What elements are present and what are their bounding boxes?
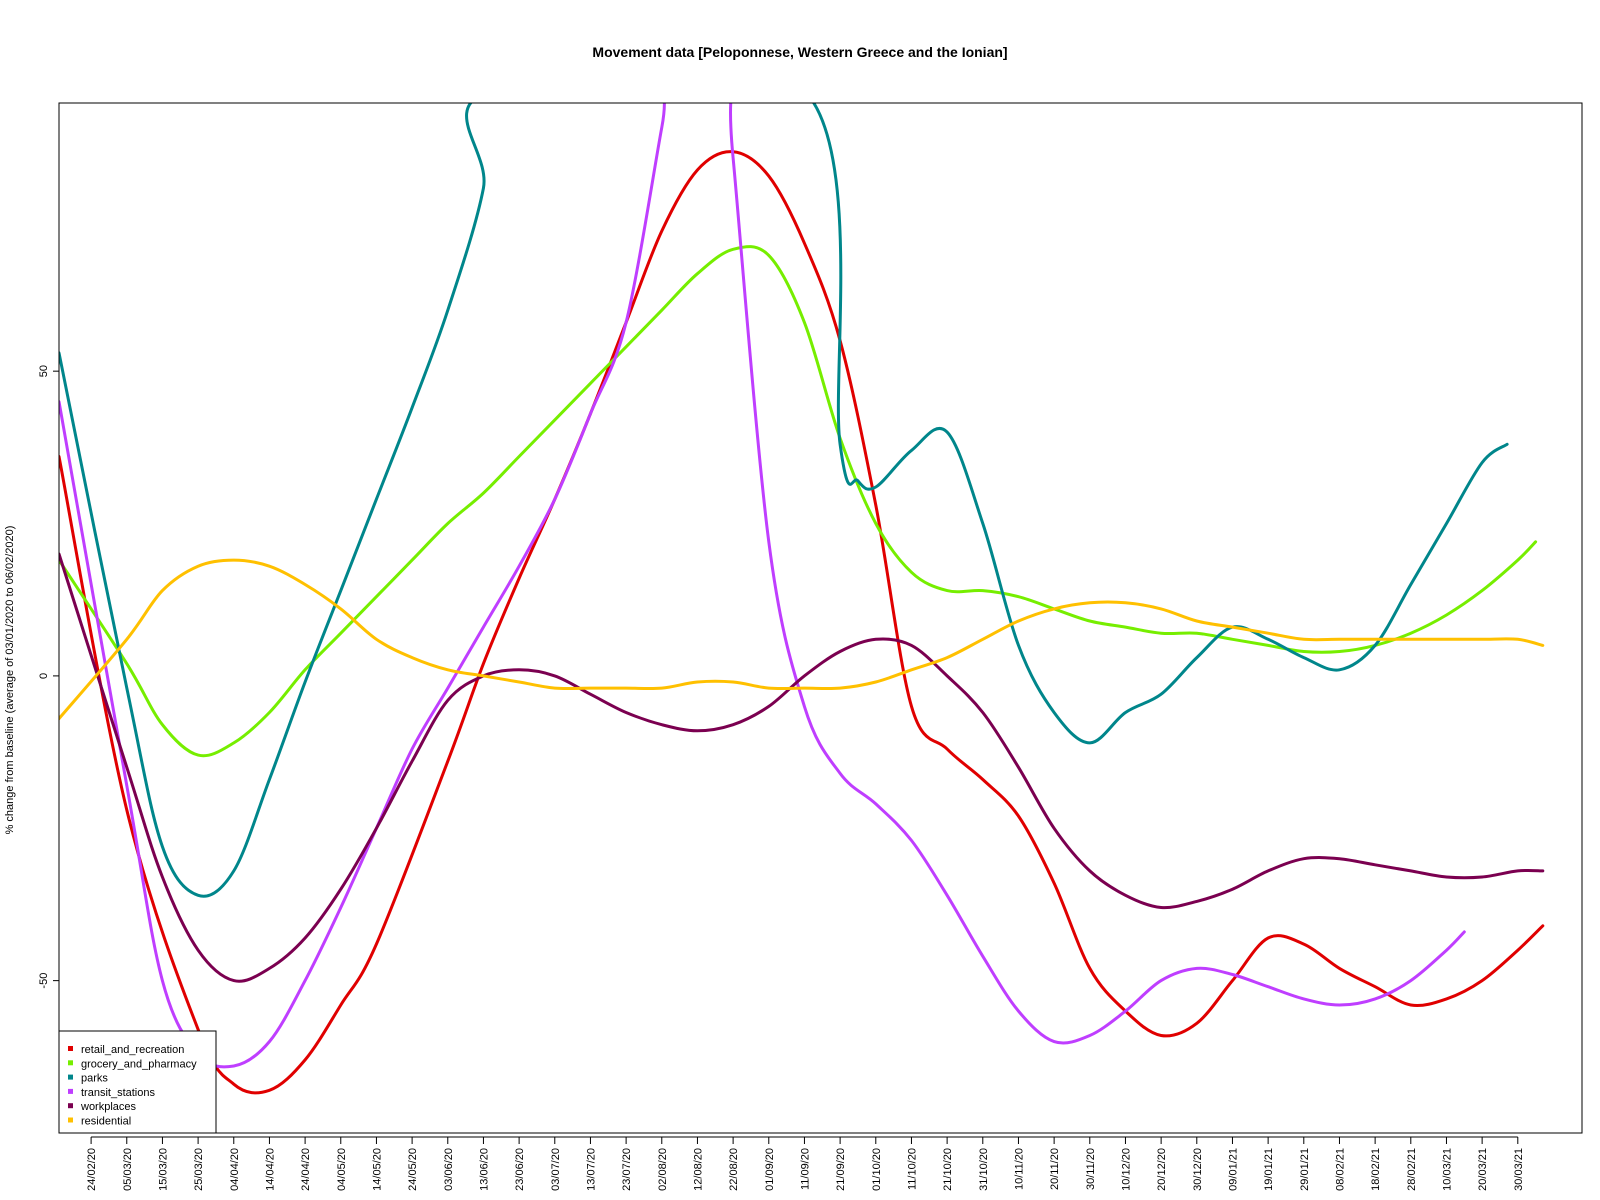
x-tick-label: 23/06/20: [514, 1148, 526, 1191]
x-tick-label: 23/07/20: [621, 1148, 633, 1191]
x-tick-label: 12/08/20: [692, 1148, 704, 1191]
x-tick-label: 24/04/20: [300, 1148, 312, 1191]
x-tick-label: 11/09/20: [799, 1148, 811, 1190]
x-tick-label: 10/12/20: [1120, 1148, 1132, 1191]
series-line-transit-stations: [59, 103, 1466, 1069]
y-tick-label: 50: [38, 365, 50, 377]
x-tick-label: 15/03/20: [157, 1148, 169, 1191]
legend-swatch-parks: [68, 1074, 73, 1080]
x-tick-label: 20/11/20: [1049, 1148, 1061, 1190]
x-tick-label: 24/02/20: [86, 1148, 98, 1191]
x-tick-label: 24/05/20: [407, 1148, 419, 1191]
x-tick-label: 11/10/20: [906, 1148, 918, 1190]
x-tick-label: 21/10/20: [942, 1148, 954, 1191]
x-tick-label: 01/10/20: [871, 1148, 883, 1191]
x-tick-label: 30/03/21: [1513, 1148, 1525, 1191]
x-tick-label: 14/05/20: [371, 1148, 383, 1191]
legend: retail_and_recreation grocery_and_pharmac…: [58, 1030, 217, 1134]
x-tick-label: 04/05/20: [336, 1148, 348, 1191]
x-tick-label: 21/09/20: [835, 1148, 847, 1191]
x-tick-label: 20/12/20: [1156, 1148, 1168, 1191]
x-tick-label: 25/03/20: [193, 1148, 205, 1191]
axis-layer: -50 0 50 24/02/20 05/03/20 15/03/20 25/03/20 04…: [38, 365, 1525, 1191]
x-tick-label: 18/02/21: [1370, 1148, 1382, 1191]
x-tick-label: 10/03/21: [1441, 1148, 1453, 1191]
y-tick-label: -50: [38, 973, 50, 989]
series-line-residential: [59, 558, 1545, 721]
x-tick-label: 09/01/21: [1227, 1148, 1239, 1191]
legend-swatch-workplaces: [68, 1103, 73, 1109]
x-tick-label: 05/03/20: [122, 1148, 134, 1191]
series-line-parks: [59, 103, 1509, 898]
legend-swatch-transit-stations: [68, 1088, 73, 1094]
x-tick-label: 13/07/20: [585, 1148, 597, 1191]
x-tick-label: 10/11/20: [1013, 1148, 1025, 1190]
x-tick-label: 04/04/20: [229, 1148, 241, 1191]
x-tick-label: 30/11/20: [1085, 1148, 1097, 1190]
x-tick-label: 31/10/20: [978, 1148, 990, 1191]
x-tick-label: 03/06/20: [443, 1148, 455, 1191]
legend-label-grocery-and-pharmacy: grocery_and_pharmacy: [81, 1058, 197, 1070]
plot-frame: [58, 102, 1583, 1134]
x-tick-label: 08/02/21: [1334, 1148, 1346, 1191]
series-line-retail-and-recreation: [59, 150, 1545, 1095]
x-tick-label: 01/09/20: [764, 1148, 776, 1191]
series-line-workplaces: [59, 552, 1545, 983]
legend-label-retail-and-recreation: retail_and_recreation: [81, 1044, 184, 1056]
y-tick-label: 0: [38, 673, 50, 679]
legend-swatch-retail-and-recreation: [68, 1046, 73, 1051]
legend-box: [58, 1030, 217, 1134]
legend-label-residential: residential: [81, 1116, 131, 1128]
x-tick-label: 29/01/21: [1299, 1148, 1311, 1191]
x-tick-label: 28/02/21: [1406, 1148, 1418, 1191]
legend-swatch-grocery-and-pharmacy: [68, 1060, 73, 1066]
legend-label-transit-stations: transit_stations: [81, 1087, 155, 1099]
x-tick-label: 30/12/20: [1192, 1148, 1204, 1191]
x-tick-label: 20/03/21: [1477, 1148, 1489, 1191]
x-tick-label: 03/07/20: [550, 1148, 562, 1191]
x-tick-label: 13/06/20: [478, 1148, 490, 1191]
legend-label-workplaces: workplaces: [80, 1101, 137, 1113]
x-tick-label: 19/01/21: [1263, 1148, 1275, 1191]
chart-title: Movement data [Peloponnese, Western Gree…: [592, 44, 1008, 60]
legend-swatch-residential: [68, 1117, 73, 1123]
series-line-grocery-and-pharmacy: [59, 245, 1538, 758]
x-tick-label: 14/04/20: [264, 1148, 276, 1191]
series-layer: [59, 103, 1545, 1095]
legend-label-parks: parks: [81, 1073, 108, 1085]
x-tick-label: 22/08/20: [728, 1148, 740, 1191]
x-tick-label: 02/08/20: [657, 1148, 669, 1191]
